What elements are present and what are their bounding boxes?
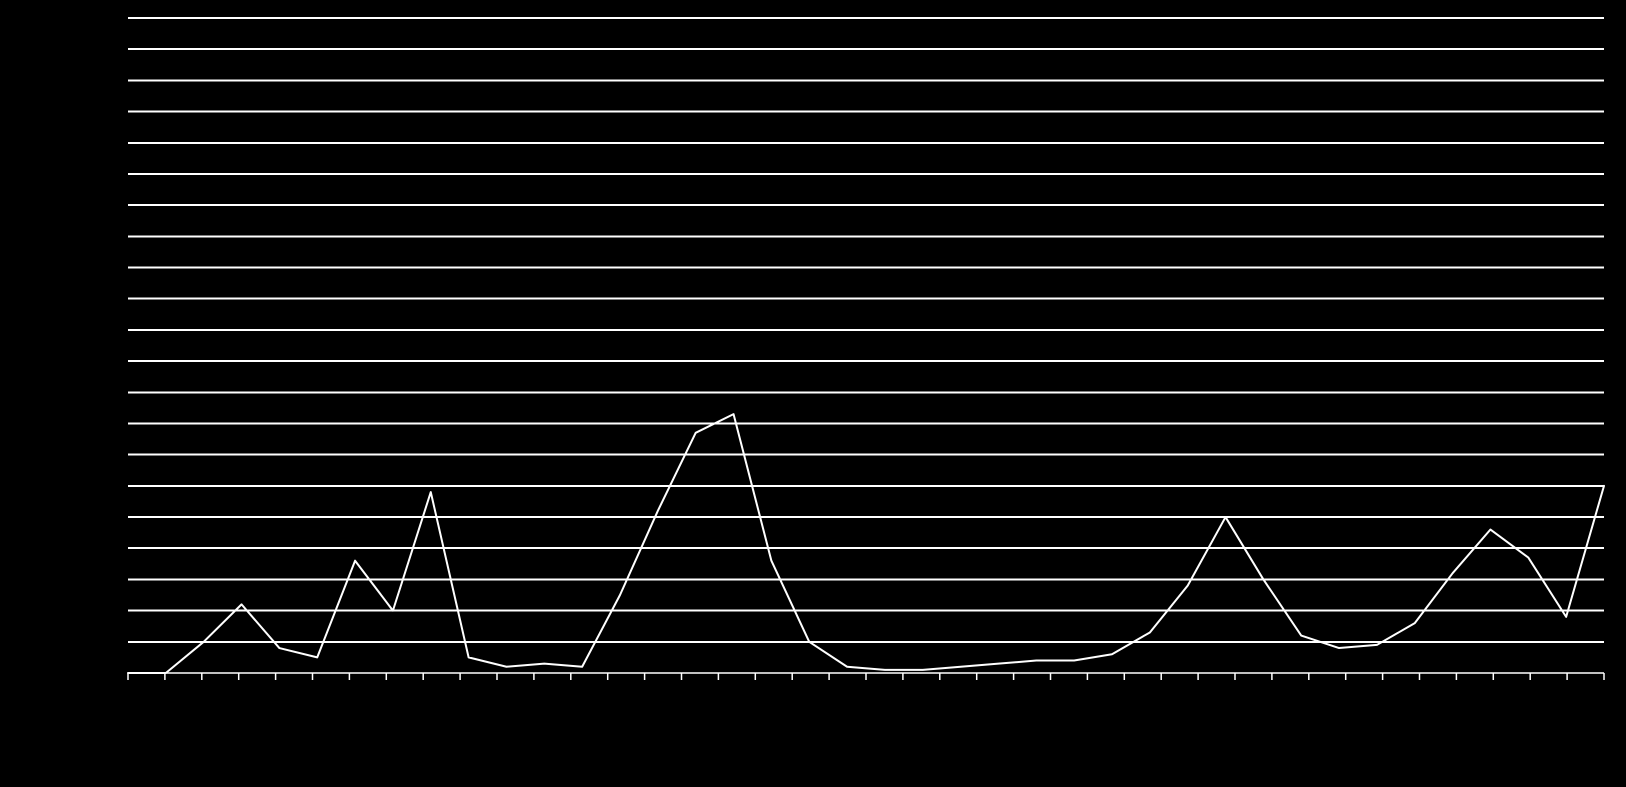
x-ticks — [128, 673, 1604, 680]
chart-background — [0, 0, 1626, 787]
time-series-chart — [0, 0, 1626, 787]
gridlines — [128, 18, 1604, 642]
